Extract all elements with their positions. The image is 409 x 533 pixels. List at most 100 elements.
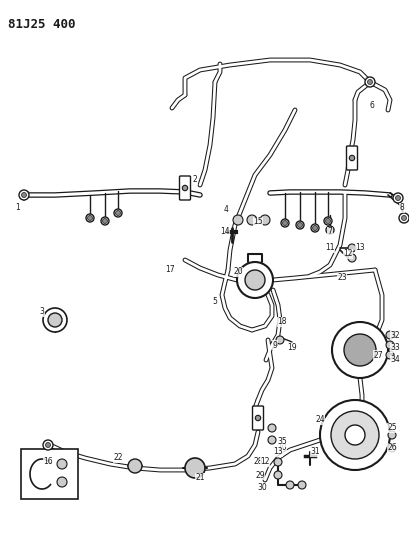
Text: 35: 35 xyxy=(277,438,287,447)
Text: 23: 23 xyxy=(337,273,347,282)
Circle shape xyxy=(237,262,273,298)
Circle shape xyxy=(365,77,375,87)
Circle shape xyxy=(286,481,294,489)
Circle shape xyxy=(114,209,122,217)
Circle shape xyxy=(332,322,388,378)
Circle shape xyxy=(328,228,333,232)
Circle shape xyxy=(349,155,355,161)
Text: 16: 16 xyxy=(43,457,53,466)
FancyBboxPatch shape xyxy=(346,146,357,170)
Circle shape xyxy=(296,221,304,229)
Circle shape xyxy=(274,471,282,479)
Circle shape xyxy=(331,411,379,459)
Text: 8: 8 xyxy=(400,204,405,213)
Circle shape xyxy=(344,334,376,366)
Text: 26: 26 xyxy=(387,443,397,453)
Text: 15: 15 xyxy=(253,217,263,227)
Circle shape xyxy=(260,215,270,225)
Circle shape xyxy=(45,442,50,448)
Circle shape xyxy=(386,341,394,349)
Circle shape xyxy=(88,215,92,221)
Text: 7: 7 xyxy=(328,228,333,237)
Text: 1: 1 xyxy=(16,204,20,213)
Circle shape xyxy=(311,224,319,232)
Circle shape xyxy=(86,214,94,222)
Text: 13: 13 xyxy=(355,244,365,253)
Text: 21: 21 xyxy=(195,473,205,482)
Circle shape xyxy=(345,425,365,445)
Circle shape xyxy=(393,193,403,203)
Text: 27: 27 xyxy=(373,351,383,359)
Circle shape xyxy=(368,79,373,85)
Circle shape xyxy=(19,190,29,200)
Circle shape xyxy=(274,458,282,466)
Circle shape xyxy=(402,215,407,221)
Text: 34: 34 xyxy=(390,356,400,365)
Circle shape xyxy=(48,313,62,327)
Circle shape xyxy=(276,336,284,344)
Circle shape xyxy=(324,217,332,225)
Text: 30: 30 xyxy=(257,483,267,492)
Text: 33: 33 xyxy=(390,343,400,352)
Text: 25: 25 xyxy=(387,424,397,432)
Circle shape xyxy=(247,215,257,225)
Circle shape xyxy=(348,244,356,252)
FancyBboxPatch shape xyxy=(21,449,78,499)
Text: 5: 5 xyxy=(213,297,218,306)
Text: 10: 10 xyxy=(277,443,287,453)
Text: 31: 31 xyxy=(310,448,320,456)
Text: 2: 2 xyxy=(193,175,198,184)
FancyBboxPatch shape xyxy=(252,406,263,430)
Circle shape xyxy=(348,254,356,262)
Text: 3: 3 xyxy=(40,308,45,317)
Text: 32: 32 xyxy=(390,330,400,340)
Text: 4: 4 xyxy=(224,206,229,214)
Text: 22: 22 xyxy=(113,454,123,463)
Circle shape xyxy=(388,431,396,439)
Circle shape xyxy=(386,351,394,359)
Text: 12: 12 xyxy=(343,249,353,259)
Circle shape xyxy=(388,444,396,452)
Text: 29: 29 xyxy=(255,471,265,480)
Circle shape xyxy=(128,459,142,473)
Circle shape xyxy=(399,213,409,223)
Circle shape xyxy=(245,270,265,290)
Circle shape xyxy=(101,217,109,225)
Circle shape xyxy=(326,226,334,234)
Text: 20: 20 xyxy=(233,268,243,277)
Text: 9: 9 xyxy=(272,341,277,350)
Circle shape xyxy=(57,477,67,487)
Circle shape xyxy=(268,424,276,432)
Circle shape xyxy=(182,185,188,191)
Circle shape xyxy=(43,440,53,450)
Text: 6: 6 xyxy=(370,101,374,109)
FancyBboxPatch shape xyxy=(180,176,191,200)
Circle shape xyxy=(326,219,330,223)
Circle shape xyxy=(283,221,288,225)
Circle shape xyxy=(396,196,400,200)
Circle shape xyxy=(320,400,390,470)
Circle shape xyxy=(281,219,289,227)
Circle shape xyxy=(312,225,317,230)
Circle shape xyxy=(255,415,261,421)
Circle shape xyxy=(297,222,303,228)
Circle shape xyxy=(298,481,306,489)
Circle shape xyxy=(57,459,67,469)
Circle shape xyxy=(103,219,108,223)
Text: 24: 24 xyxy=(315,416,325,424)
Circle shape xyxy=(22,192,27,198)
Circle shape xyxy=(233,215,243,225)
Text: 12: 12 xyxy=(260,457,270,466)
Text: 81J25 400: 81J25 400 xyxy=(8,18,76,31)
Circle shape xyxy=(268,436,276,444)
Circle shape xyxy=(115,211,121,215)
Text: 17: 17 xyxy=(165,265,175,274)
Text: 13: 13 xyxy=(273,448,283,456)
Text: 14: 14 xyxy=(220,228,230,237)
Text: 11: 11 xyxy=(325,244,335,253)
Text: 18: 18 xyxy=(277,318,287,327)
Circle shape xyxy=(43,308,67,332)
Text: 19: 19 xyxy=(287,343,297,352)
Circle shape xyxy=(386,331,394,339)
Text: 28: 28 xyxy=(253,457,263,466)
